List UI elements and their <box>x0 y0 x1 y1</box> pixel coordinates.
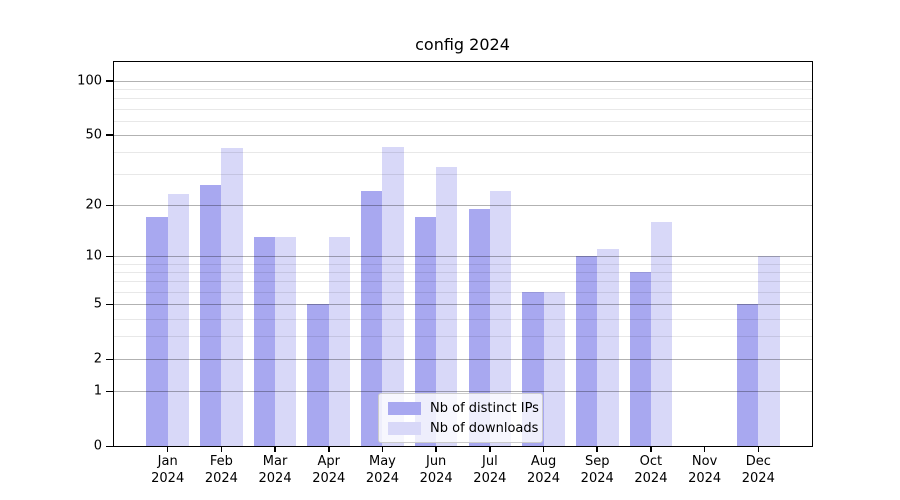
y-tick-label-2: 2 <box>93 351 102 367</box>
legend-label-downloads: Nb of downloads <box>430 420 539 436</box>
y-tick-100 <box>106 80 113 82</box>
legend-label-distinct-ips: Nb of distinct IPs <box>430 400 539 416</box>
x-tick-nov <box>703 446 706 452</box>
y-tick-20 <box>106 204 113 207</box>
y-tick-label-20: 20 <box>85 197 102 213</box>
x-tick-label-aug: Aug 2024 <box>526 454 561 486</box>
bar-downloads-sep <box>597 249 619 446</box>
x-tick-mar <box>274 446 276 452</box>
bar-downloads-jul <box>489 191 512 446</box>
bar-downloads-jan <box>167 194 189 446</box>
bar-downloads-mar <box>275 237 297 446</box>
bar-distinct-ips-jun <box>414 217 437 446</box>
bar-distinct-ips-mar <box>253 237 276 446</box>
bar-downloads-aug <box>543 291 565 446</box>
legend-swatch-downloads <box>388 421 421 435</box>
bar-downloads-dec <box>758 256 780 446</box>
legend-swatch-distinct-ips <box>388 401 421 415</box>
bar-distinct-ips-feb <box>200 185 222 446</box>
x-tick-label-feb: Feb 2024 <box>204 454 238 486</box>
bar-downloads-jun <box>436 166 458 446</box>
x-tick-label-may: May 2024 <box>365 454 399 486</box>
legend-item-downloads: Nb of downloads <box>388 420 538 436</box>
legend-item-distinct-ips: Nb of distinct IPs <box>388 400 539 416</box>
bar-distinct-ips-may <box>361 191 383 446</box>
bar-distinct-ips-apr <box>307 304 329 446</box>
y-tick-label-5: 5 <box>93 296 102 312</box>
y-tick-50 <box>106 134 113 136</box>
x-tick-label-nov: Nov 2024 <box>688 454 722 486</box>
x-tick-jul <box>489 446 491 452</box>
y-tick-0 <box>106 445 113 447</box>
x-tick-label-oct: Oct 2024 <box>634 454 668 486</box>
y-tick-2 <box>106 358 113 361</box>
y-tick-1 <box>106 390 113 393</box>
bar-downloads-apr <box>328 237 351 446</box>
legend: Nb of distinct IPs Nb of downloads <box>378 393 543 443</box>
bar-downloads-may <box>382 146 404 446</box>
x-tick-jan <box>166 446 169 452</box>
chart-title: config 2024 <box>415 35 510 54</box>
y-tick-label-50: 50 <box>85 127 102 143</box>
bar-downloads-oct <box>650 221 673 446</box>
x-tick-apr <box>328 446 330 452</box>
x-tick-label-jan: Jan 2024 <box>151 454 185 486</box>
x-tick-label-dec: Dec 2024 <box>741 454 775 486</box>
y-tick-label-10: 10 <box>85 248 102 264</box>
bar-distinct-ips-sep <box>575 256 598 446</box>
y-tick-5 <box>106 303 113 306</box>
bar-downloads-feb <box>221 148 243 446</box>
x-tick-dec <box>757 446 760 452</box>
y-tick-label-100: 100 <box>77 73 102 89</box>
x-tick-oct <box>650 446 652 452</box>
bar-distinct-ips-dec <box>737 304 759 446</box>
bar-distinct-ips-oct <box>629 272 651 446</box>
x-tick-label-sep: Sep 2024 <box>580 454 614 486</box>
x-tick-may <box>381 446 384 452</box>
bar-distinct-ips-jul <box>468 208 490 446</box>
y-tick-label-0: 0 <box>93 438 102 454</box>
x-tick-label-jul: Jul 2024 <box>473 454 507 486</box>
x-tick-label-apr: Apr 2024 <box>312 454 346 486</box>
x-tick-jun <box>435 446 437 452</box>
plot-area: Nb of distinct IPs Nb of downloads 0 1 2 5 1… <box>77 61 813 486</box>
x-tick-label-mar: Mar 2024 <box>258 454 292 486</box>
x-tick-feb <box>220 446 223 452</box>
bars-layer <box>114 62 812 446</box>
x-tick-aug <box>542 446 545 452</box>
y-tick-10 <box>106 255 113 258</box>
x-tick-sep <box>596 446 598 452</box>
x-tick-label-jun: Jun 2024 <box>419 454 453 486</box>
y-tick-label-1: 1 <box>93 383 102 399</box>
bar-distinct-ips-jan <box>146 217 168 446</box>
